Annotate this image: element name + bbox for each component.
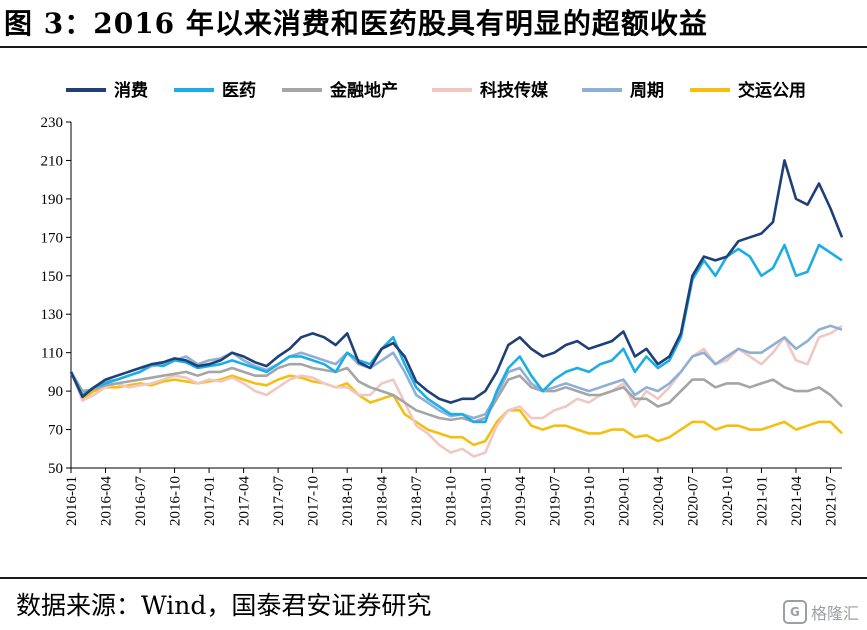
y-tick-label: 110 [41, 346, 63, 362]
x-tick-label: 2019-10 [582, 476, 598, 526]
y-tick-label: 130 [41, 307, 64, 323]
x-tick-label: 2019-07 [547, 476, 563, 526]
x-tick-label: 2017-01 [202, 476, 218, 526]
x-tick-label: 2020-01 [616, 476, 632, 526]
x-tick-label: 2020-10 [720, 476, 736, 526]
y-tick-label: 190 [41, 192, 64, 208]
series-line-1 [69, 159, 844, 404]
x-tick-label: 2017-10 [306, 476, 322, 526]
x-tick-label: 2021-07 [823, 476, 839, 526]
legend-label: 金融地产 [329, 80, 398, 101]
x-tick-label: 2019-01 [478, 476, 494, 526]
legend-label: 消费 [114, 80, 148, 101]
x-tick-label: 2018-10 [444, 476, 460, 526]
x-tick-label: 2018-07 [409, 476, 425, 526]
legend: 消费 医药 金融地产 科技传媒 周期 交运公用 [66, 80, 806, 101]
series-line-3 [69, 362, 843, 424]
y-tick-label: 210 [41, 153, 64, 169]
watermark-logo-icon: G [782, 600, 807, 624]
legend-label: 交运公用 [738, 80, 806, 101]
x-tick-label: 2016-07 [133, 476, 149, 526]
x-tick-label: 2021-01 [754, 476, 770, 526]
x-tick-label: 2016-04 [99, 476, 115, 526]
y-tick-label: 70 [48, 423, 63, 439]
chart-title: 图 3：2016 年以来消费和医药股具有明显的超额收益 [4, 7, 708, 40]
x-tick-label: 2020-04 [651, 476, 667, 526]
source-divider [0, 577, 867, 579]
y-tick-label: 90 [48, 384, 63, 400]
legend-label: 科技传媒 [480, 80, 549, 101]
y-tick-label: 230 [41, 115, 64, 131]
x-tick-label: 2019-04 [513, 476, 529, 526]
title-divider [0, 46, 867, 48]
x-tick-label: 2017-04 [237, 476, 253, 526]
x-tick-label: 2016-01 [64, 476, 80, 526]
series-line-2 [69, 243, 843, 424]
data-source: 数据来源：Wind，国泰君安证券研究 [16, 591, 432, 620]
y-tick-label: 170 [41, 230, 64, 246]
x-tick-label: 2016-10 [168, 476, 184, 526]
line-chart: 消费 医药 金融地产 科技传媒 周期 交运公用 50 70 90 110 130 150 170 190… [41, 80, 844, 526]
legend-label: 周期 [630, 81, 664, 101]
x-tick-label: 2017-07 [271, 476, 287, 526]
y-tick-label: 50 [48, 461, 63, 477]
x-tick-label: 2018-01 [340, 476, 356, 526]
x-axis: 2016-01 2016-04 2016-07 2016-10 2017-01 2017-… [64, 467, 842, 526]
x-tick-label: 2020-07 [685, 476, 701, 526]
watermark: G 格隆汇 [782, 600, 859, 624]
legend-label: 医药 [222, 80, 256, 101]
x-tick-label: 2021-04 [789, 476, 805, 526]
x-tick-label: 2018-04 [375, 476, 391, 526]
watermark-text: 格隆汇 [810, 604, 859, 623]
series-lines [69, 159, 844, 458]
y-tick-label: 150 [41, 269, 64, 285]
y-axis: 50 70 90 110 130 150 170 190 210 230 [41, 115, 72, 477]
